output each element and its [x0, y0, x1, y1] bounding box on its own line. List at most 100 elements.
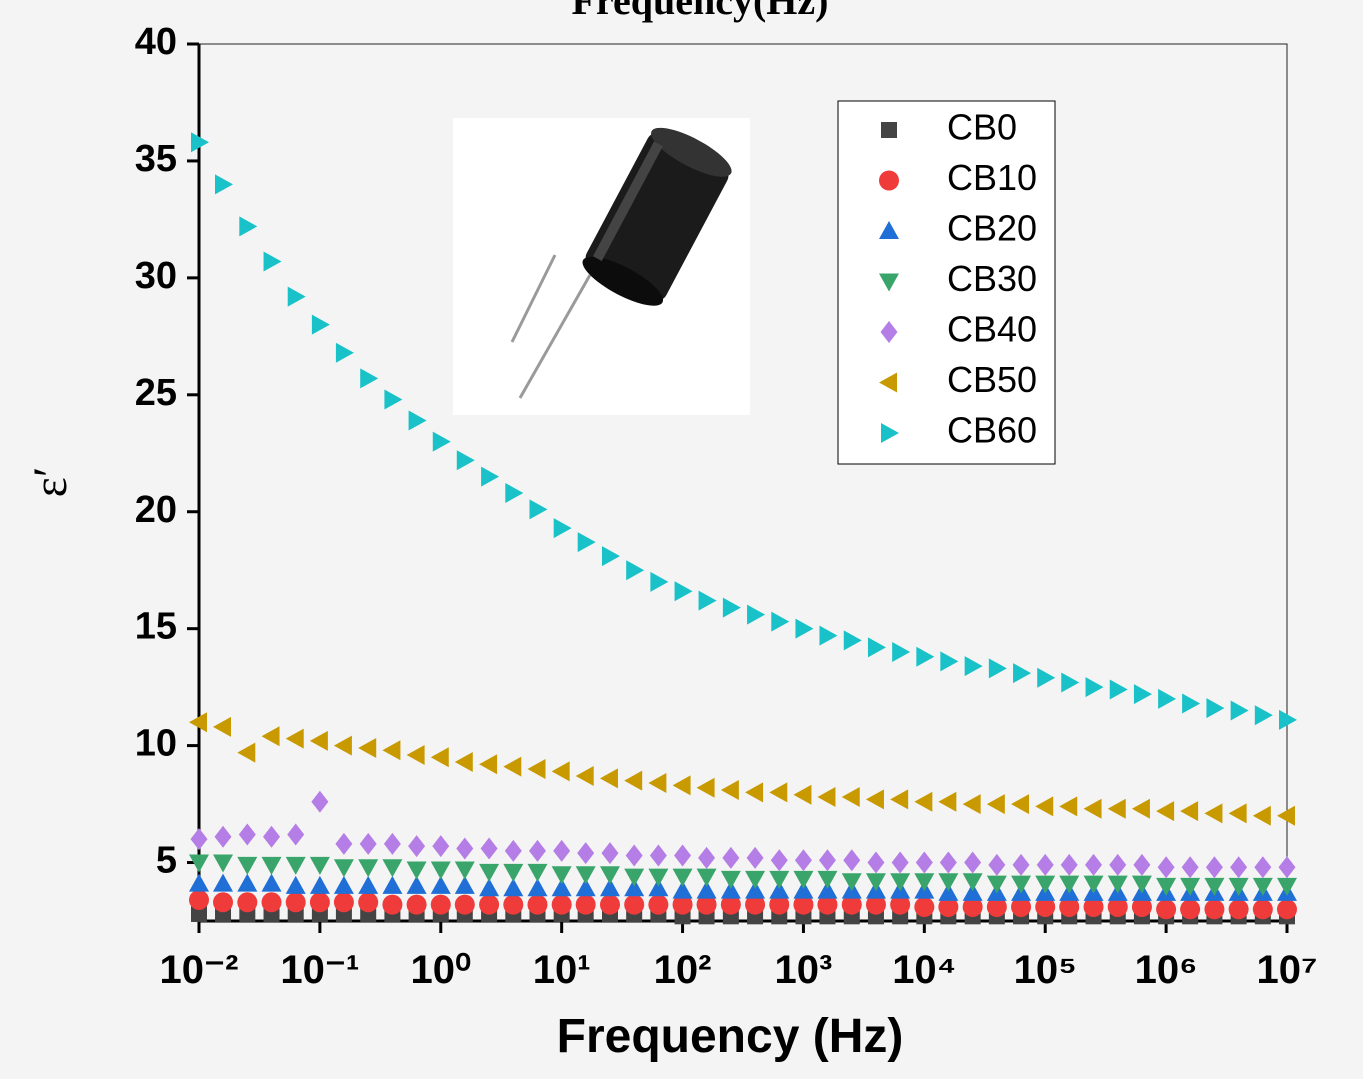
data-point: [430, 861, 451, 880]
data-point: [311, 314, 330, 335]
data-point: [1012, 853, 1030, 876]
data-point: [1204, 803, 1223, 824]
data-point: [841, 787, 860, 808]
data-point: [382, 875, 403, 894]
data-point: [553, 839, 571, 862]
data-point: [406, 875, 427, 894]
data-point: [479, 878, 500, 897]
data-point: [333, 892, 354, 913]
data-point: [819, 625, 838, 646]
y-tick-label: 5: [156, 840, 177, 882]
data-point: [360, 368, 379, 389]
data-point: [481, 466, 500, 487]
data-point: [575, 894, 596, 915]
x-tick-label: 10⁻¹: [280, 948, 359, 992]
data-point: [311, 790, 329, 813]
data-point: [1061, 672, 1080, 693]
y-tick-label: 10: [135, 723, 177, 765]
data-point: [698, 846, 716, 869]
data-point: [1131, 798, 1150, 819]
data-point: [1011, 896, 1032, 917]
data-point: [625, 844, 643, 867]
data-point: [454, 894, 475, 915]
data-point: [1133, 684, 1152, 705]
data-point: [1131, 896, 1152, 917]
data-point: [795, 618, 814, 639]
data-point: [769, 894, 790, 915]
data-point: [865, 894, 886, 915]
data-point: [696, 880, 717, 899]
data-point: [698, 590, 717, 611]
data-point: [769, 880, 790, 899]
data-point: [962, 896, 983, 917]
x-tick-label: 10³: [775, 948, 833, 992]
data-point: [1133, 853, 1151, 876]
data-point: [747, 604, 766, 625]
data-point: [672, 880, 693, 899]
data-point: [333, 859, 354, 878]
data-point: [1277, 899, 1297, 920]
data-point: [1059, 896, 1080, 917]
data-point: [624, 868, 645, 887]
data-point: [793, 894, 814, 915]
data-point: [720, 894, 741, 915]
data-point: [1180, 801, 1199, 822]
chart-title: Frequency(Hz): [572, 0, 829, 23]
data-point: [503, 894, 524, 915]
data-point: [674, 844, 692, 867]
data-point: [648, 773, 667, 794]
data-point: [650, 571, 669, 592]
data-point: [575, 866, 596, 885]
legend-marker: [881, 423, 899, 443]
data-point: [1109, 679, 1128, 700]
data-point: [599, 768, 618, 789]
data-point: [454, 751, 473, 772]
data-point: [988, 853, 1006, 876]
data-point: [841, 894, 862, 915]
data-point: [1278, 856, 1296, 879]
data-point: [940, 651, 959, 672]
data-point: [1013, 663, 1032, 684]
data-point: [865, 873, 886, 892]
data-point: [527, 863, 548, 882]
data-point: [1230, 700, 1249, 721]
data-point: [865, 789, 884, 810]
data-point: [1085, 853, 1103, 876]
data-point: [214, 825, 232, 848]
data-point: [528, 839, 546, 862]
y-tick-label: 15: [135, 606, 177, 648]
data-point: [213, 854, 234, 873]
data-point: [577, 842, 595, 865]
data-point: [1059, 796, 1078, 817]
x-axis-label: Frequency (Hz): [557, 1010, 904, 1063]
data-point: [551, 878, 572, 897]
y-tick-label: 25: [135, 372, 177, 414]
data-point: [333, 735, 352, 756]
data-point: [577, 532, 596, 553]
data-point: [189, 889, 209, 910]
data-point: [818, 849, 836, 872]
data-point: [358, 892, 379, 913]
data-point: [335, 342, 354, 363]
data-point: [988, 658, 1007, 679]
data-point: [843, 630, 862, 651]
data-point: [867, 637, 886, 658]
data-point: [769, 782, 788, 803]
data-point: [1158, 688, 1177, 709]
data-point: [916, 646, 935, 667]
data-point: [285, 875, 306, 894]
data-point: [503, 863, 524, 882]
data-point: [1107, 798, 1126, 819]
data-point: [189, 712, 207, 733]
data-point: [358, 737, 377, 758]
data-point: [817, 894, 838, 915]
x-tick-label: 10⁰: [411, 948, 472, 992]
data-point: [1204, 899, 1225, 920]
data-point: [408, 835, 426, 858]
legend-label: CB0: [947, 107, 1017, 148]
data-point: [309, 730, 328, 751]
data-point: [1085, 677, 1104, 698]
data-point: [285, 728, 304, 749]
data-point: [770, 849, 788, 872]
data-point: [285, 892, 306, 913]
